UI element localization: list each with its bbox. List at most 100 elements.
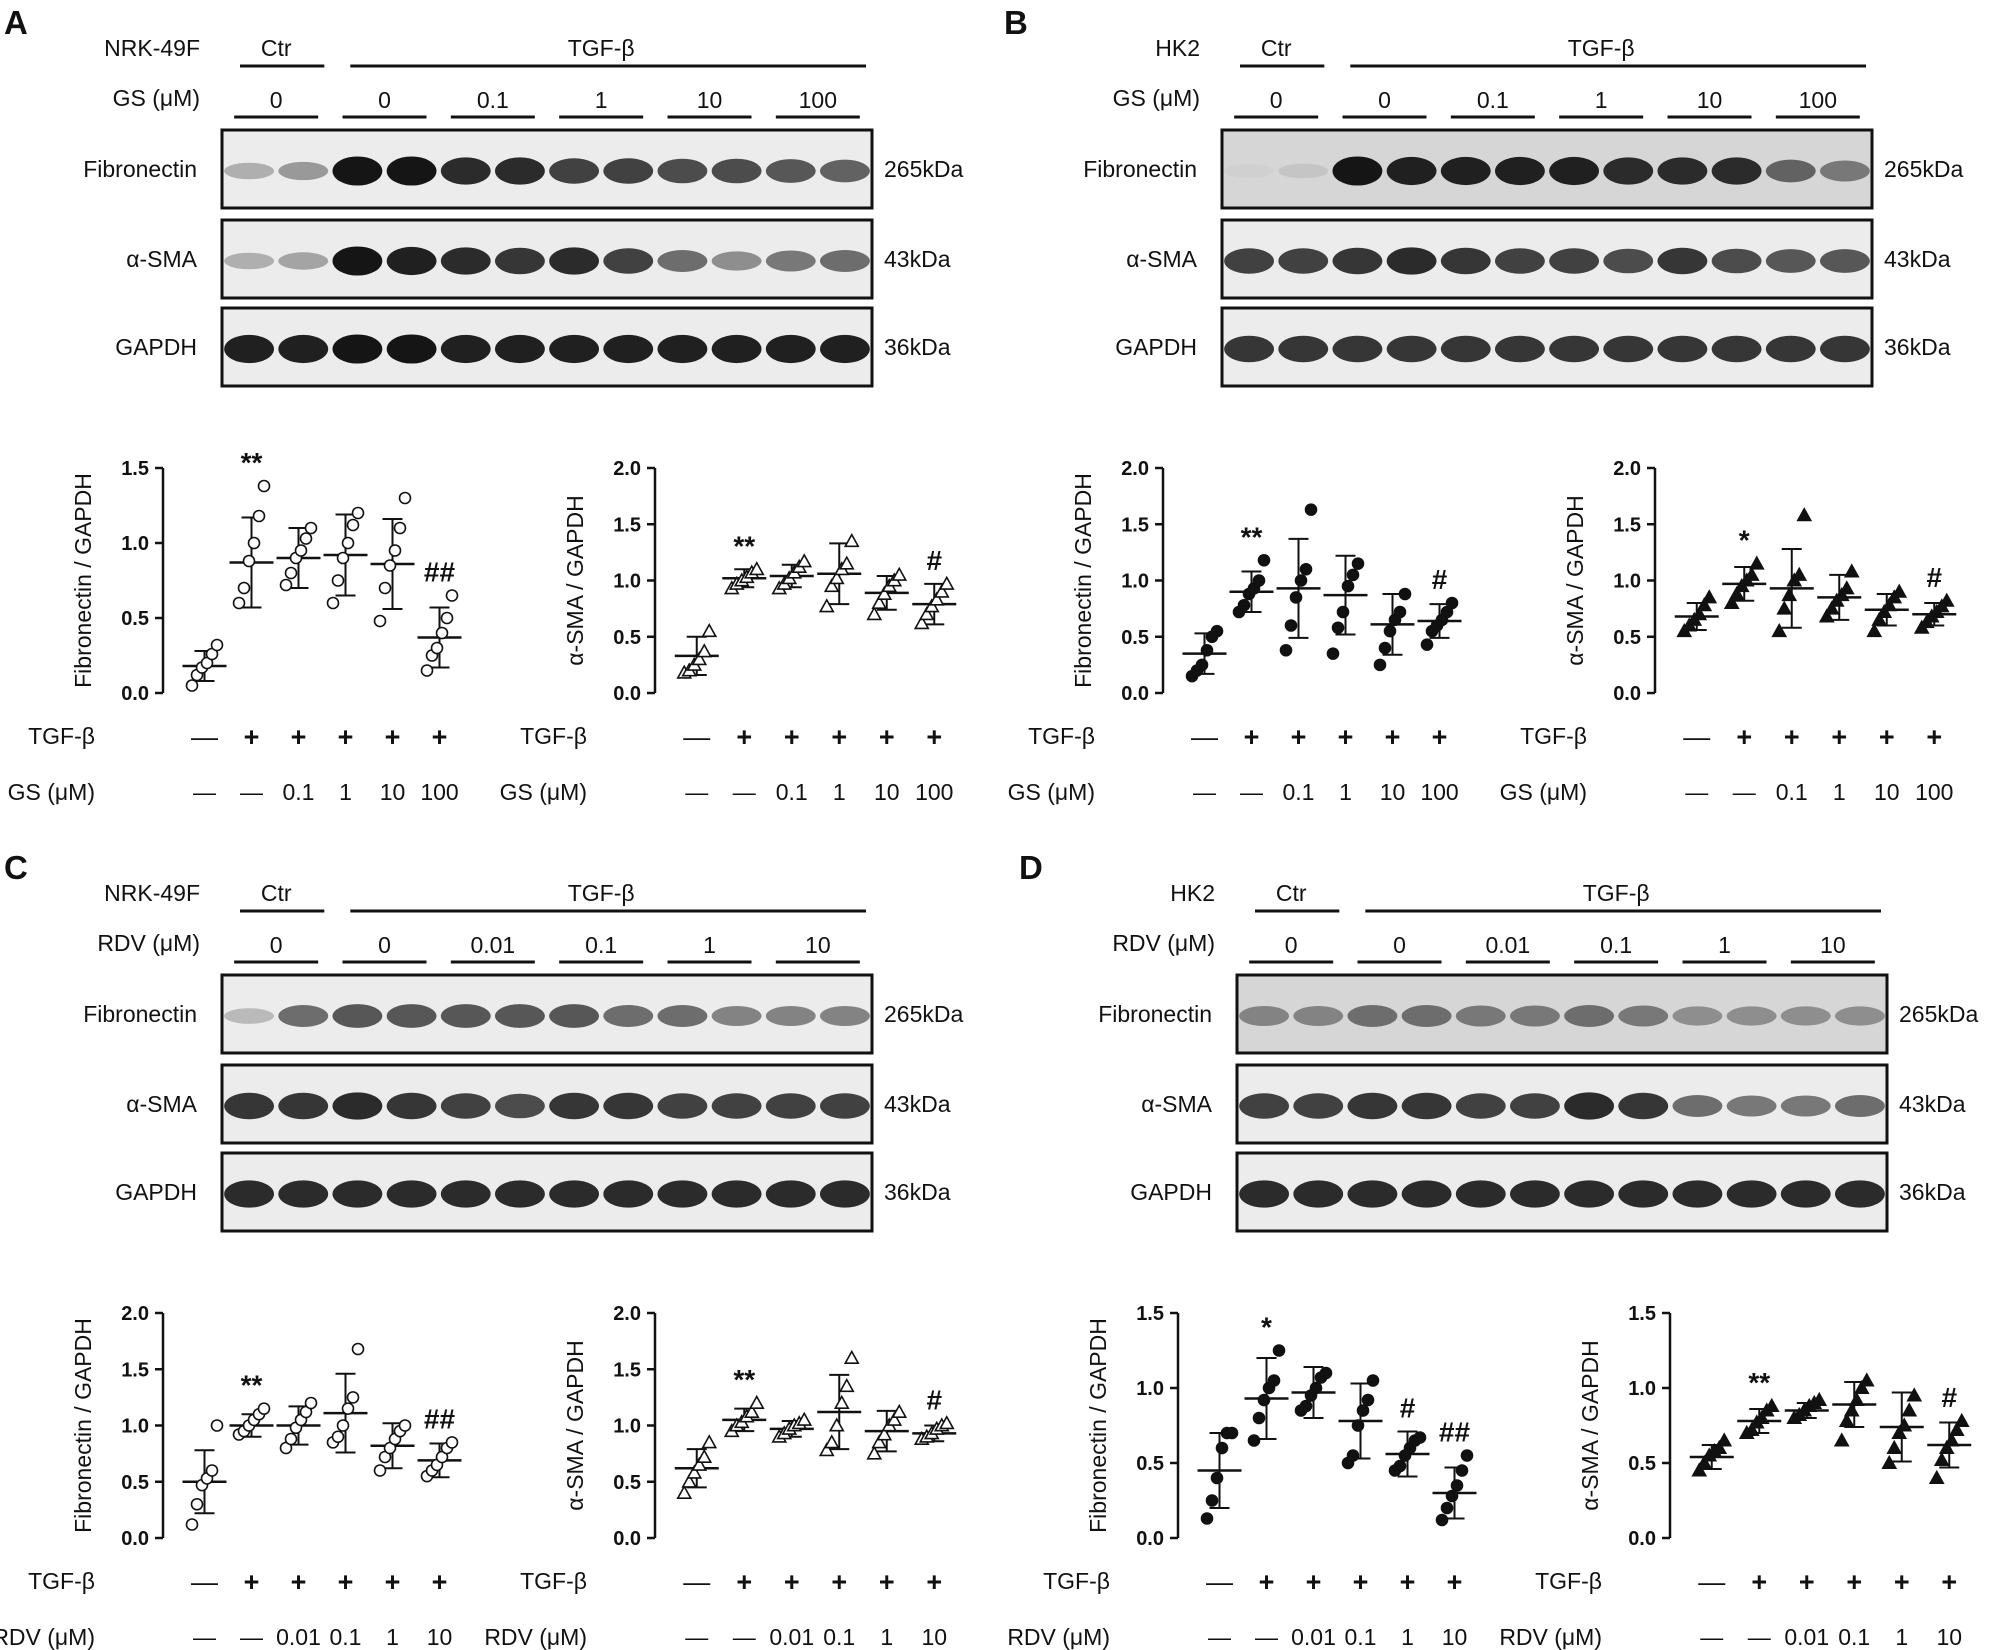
- drug-dose-label: GS (μM): [113, 85, 200, 111]
- blot-protein-label: GAPDH: [115, 1179, 197, 1205]
- blot-frame: [1235, 1151, 1889, 1233]
- data-point: [1393, 1459, 1407, 1473]
- dot-plot: 0.0 0.5 1.0 1.5 2.0 Fibronectin / GAPDH ** ## TG…: [0, 1303, 462, 1650]
- data-point: [1299, 1399, 1313, 1413]
- blot-band: [1278, 163, 1329, 179]
- blot-band: [278, 1092, 329, 1120]
- dot-plot: 0.0 0.5 1.0 1.5 2.0 α-SMA / GAPDH ** # TGF-β GS (…: [500, 458, 957, 805]
- y-tick-label: 0.5: [121, 608, 149, 630]
- data-point: [1853, 1379, 1870, 1394]
- tgf-label: TGF-β: [568, 35, 635, 61]
- tgf-row-value: +: [736, 722, 752, 752]
- data-point: [232, 596, 246, 610]
- y-tick-label: 2.0: [613, 1303, 641, 1325]
- data-point: [1776, 600, 1793, 615]
- blot-band: [1820, 249, 1870, 273]
- data-point: [818, 1442, 835, 1457]
- dose-lane-label: 0: [378, 87, 391, 113]
- tgf-row-value: +: [1799, 1567, 1815, 1597]
- blot-band: [278, 334, 329, 364]
- data-point: [398, 1419, 412, 1432]
- data-point: [373, 1464, 387, 1477]
- tgf-row-value: +: [1338, 722, 1354, 752]
- blot-band: [1224, 335, 1274, 363]
- y-tick-label: 1.0: [613, 571, 641, 593]
- blot-band: [1386, 247, 1437, 275]
- data-point: [1460, 1449, 1474, 1462]
- y-tick-label: 1.0: [613, 1416, 641, 1438]
- tgf-row-value: +: [338, 1567, 354, 1597]
- data-point: [1331, 621, 1345, 635]
- data-point: [336, 551, 350, 565]
- blot-kda-label: 265kDa: [1884, 156, 1963, 182]
- ctr-label: Ctr: [1261, 35, 1292, 61]
- data-point: [1326, 647, 1340, 660]
- blot-band: [1224, 164, 1274, 178]
- data-point: [210, 638, 224, 652]
- data-point: [299, 532, 313, 545]
- blot-band: [711, 158, 762, 184]
- data-point: [1284, 619, 1298, 632]
- data-point: [1435, 1513, 1449, 1527]
- dose-row-value: —: [240, 779, 263, 805]
- blot-band: [711, 334, 762, 364]
- blot-band: [657, 158, 708, 184]
- dose-lane-label: 1: [1595, 87, 1608, 113]
- cell-line-label: NRK-49F: [104, 35, 200, 61]
- blot-frame: [220, 218, 874, 300]
- data-point: [933, 583, 950, 598]
- dot-plot: 0.0 0.5 1.0 1.5 2.0 α-SMA / GAPDH * # TGF-β GS (μ…: [1500, 458, 1957, 805]
- data-point: [701, 1434, 718, 1449]
- blot-protein-label: GAPDH: [1115, 334, 1197, 360]
- blot-frame: [1220, 128, 1874, 210]
- blot-band: [1455, 1180, 1506, 1208]
- data-point: [928, 591, 945, 606]
- dose-lane-label: 100: [1799, 87, 1837, 113]
- data-point: [1455, 1464, 1469, 1477]
- blot-protein-label: Fibronectin: [83, 1001, 197, 1027]
- tgf-row-value: +: [879, 1567, 895, 1597]
- blot-band: [224, 1180, 274, 1208]
- blot-band: [765, 334, 816, 364]
- data-point: [1272, 1344, 1286, 1357]
- cell-line-label: NRK-49F: [104, 880, 200, 906]
- data-point: [1891, 1424, 1908, 1439]
- tgf-row-label: TGF-β: [1028, 723, 1095, 749]
- y-tick-label: 2.0: [1121, 458, 1149, 480]
- tgf-row-value: +: [1291, 722, 1307, 752]
- blot-band: [1564, 1180, 1614, 1208]
- data-point: [279, 578, 293, 592]
- data-point: [1366, 1374, 1380, 1387]
- y-tick-label: 1.5: [613, 514, 641, 536]
- tgf-label: TGF-β: [568, 880, 635, 906]
- drug-dose-label: GS (μM): [1113, 85, 1200, 111]
- data-point: [1346, 568, 1360, 582]
- blot-frame: [1235, 973, 1889, 1055]
- data-point: [1696, 1454, 1713, 1469]
- data-point: [1361, 1393, 1375, 1407]
- data-point: [828, 570, 845, 585]
- y-tick-label: 1.5: [613, 1359, 641, 1381]
- data-point: [1763, 1397, 1780, 1412]
- blot-band: [386, 246, 437, 276]
- blot-band: [657, 1005, 708, 1027]
- data-point: [1938, 1439, 1955, 1454]
- dose-lane-label: 0: [270, 932, 283, 958]
- tgf-row-label: TGF-β: [1043, 1568, 1110, 1594]
- y-tick-label: 0.5: [613, 1472, 641, 1494]
- dose-lane-label: 0.1: [585, 932, 617, 958]
- ctr-label: Ctr: [1276, 880, 1307, 906]
- dose-row-value: —: [1240, 779, 1263, 805]
- blot-band: [1549, 156, 1599, 186]
- blot-band: [1455, 1093, 1506, 1119]
- significance-label: **: [733, 530, 755, 561]
- y-tick-label: 0.0: [613, 1528, 641, 1550]
- dot-plot: 0.0 0.5 1.0 1.5 2.0 Fibronectin / GAPDH ** # TGF…: [1008, 458, 1462, 805]
- data-point: [393, 521, 407, 535]
- dose-row-value: —: [685, 1624, 708, 1650]
- data-point: [1906, 1387, 1923, 1402]
- blot-band: [711, 251, 762, 271]
- significance-label: #: [1926, 562, 1942, 593]
- blot-band: [603, 158, 654, 184]
- blot-band: [549, 158, 599, 184]
